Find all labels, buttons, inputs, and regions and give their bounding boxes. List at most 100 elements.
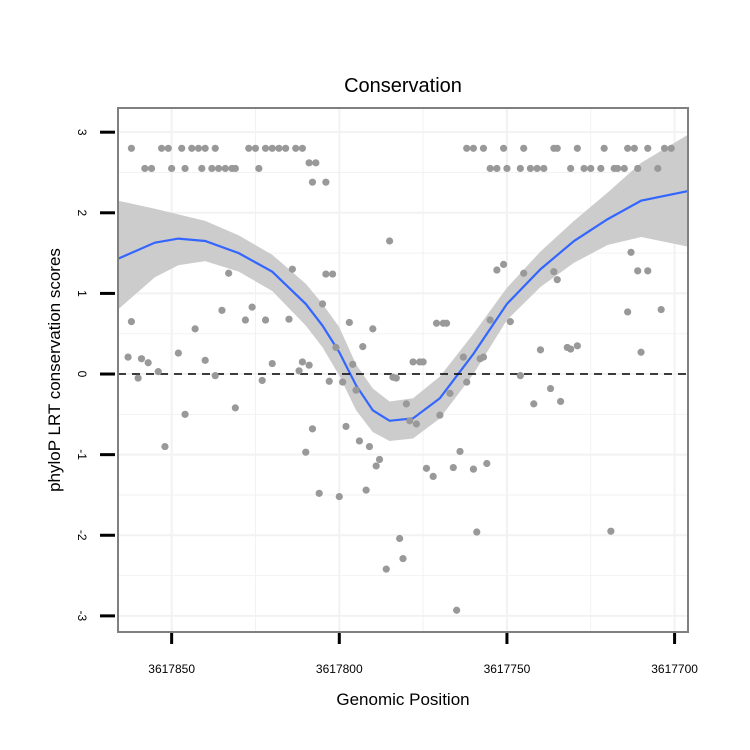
data-point-82 <box>288 265 296 273</box>
data-point-124 <box>442 319 451 327</box>
data-point-73 <box>218 306 226 314</box>
data-point-70 <box>191 325 199 333</box>
data-point-94 <box>335 492 343 501</box>
data-point-14 <box>214 164 223 173</box>
y-tick-label-2: -1 <box>75 449 89 460</box>
data-point-33 <box>479 144 488 152</box>
confidence-ribbon <box>118 134 688 441</box>
data-point-80 <box>268 359 276 368</box>
data-point-21 <box>261 144 270 152</box>
data-point-89 <box>318 300 327 308</box>
data-point-34 <box>486 164 494 173</box>
data-point-129 <box>459 353 467 361</box>
data-point-142 <box>530 400 538 408</box>
data-point-22 <box>268 144 276 152</box>
data-point-55 <box>630 144 638 152</box>
data-point-4 <box>164 144 172 152</box>
data-point-77 <box>248 303 256 311</box>
data-point-46 <box>573 144 581 152</box>
data-point-139 <box>506 318 514 326</box>
data-point-62 <box>127 318 136 326</box>
data-point-101 <box>359 343 367 351</box>
data-point-69 <box>181 410 189 418</box>
data-point-146 <box>553 276 561 284</box>
data-point-118 <box>419 358 427 366</box>
data-point-98 <box>349 360 357 368</box>
data-point-140 <box>516 372 524 380</box>
smooth-line-layer <box>117 189 689 422</box>
data-point-44 <box>553 144 561 152</box>
data-point-93 <box>332 343 340 352</box>
data-point-150 <box>573 342 581 350</box>
data-point-65 <box>144 359 152 367</box>
data-point-156 <box>644 267 652 275</box>
x-tick-label-2: 3617750 <box>484 662 531 676</box>
data-point-137 <box>493 266 501 274</box>
data-point-6 <box>178 144 186 152</box>
data-point-116 <box>412 420 421 428</box>
data-point-40 <box>526 164 535 173</box>
data-point-87 <box>308 425 317 433</box>
data-point-17 <box>231 164 239 173</box>
data-point-39 <box>520 144 528 152</box>
confidence-ribbon-layer <box>118 134 688 441</box>
data-point-113 <box>402 400 410 408</box>
data-point-127 <box>453 606 461 614</box>
data-point-75 <box>231 404 239 412</box>
data-point-125 <box>446 389 454 397</box>
data-point-60 <box>667 144 675 152</box>
data-point-108 <box>385 237 394 245</box>
data-point-88 <box>315 489 323 497</box>
data-point-48 <box>587 164 595 173</box>
data-point-114 <box>406 417 414 425</box>
data-point-35 <box>493 164 501 173</box>
data-point-84 <box>298 358 307 366</box>
data-point-122 <box>436 411 444 419</box>
data-point-91 <box>325 377 333 385</box>
data-point-138 <box>499 260 508 268</box>
data-point-141 <box>520 269 528 277</box>
data-point-50 <box>600 144 608 152</box>
x-tick-label-3: 3617700 <box>651 662 698 676</box>
data-point-37 <box>503 164 511 173</box>
data-point-9 <box>194 144 203 152</box>
data-point-56 <box>634 164 642 173</box>
data-point-32 <box>469 144 478 152</box>
y-tick-label-0: -3 <box>75 611 89 622</box>
data-point-153 <box>627 248 635 256</box>
panel-border <box>117 107 689 633</box>
data-point-83 <box>295 367 303 375</box>
data-point-119 <box>422 464 431 472</box>
data-point-97 <box>345 318 353 327</box>
data-point-130 <box>463 378 471 386</box>
data-point-10 <box>198 164 206 173</box>
data-point-67 <box>161 442 169 451</box>
data-point-145 <box>550 268 558 276</box>
data-point-126 <box>449 463 457 472</box>
data-point-72 <box>211 372 219 380</box>
data-point-68 <box>174 349 182 357</box>
data-point-13 <box>211 144 219 152</box>
data-point-155 <box>637 348 645 356</box>
data-point-131 <box>469 465 478 473</box>
data-point-30 <box>322 178 330 186</box>
data-point-111 <box>396 534 404 543</box>
data-point-147 <box>556 397 565 406</box>
data-point-28 <box>312 159 320 167</box>
data-point-27 <box>305 159 313 167</box>
data-point-76 <box>241 316 250 324</box>
data-point-134 <box>479 353 488 361</box>
data-point-29 <box>308 178 317 186</box>
y-tick-label-4: 1 <box>75 290 89 297</box>
data-point-11 <box>201 144 209 152</box>
data-point-105 <box>372 462 380 470</box>
data-point-47 <box>580 164 588 173</box>
data-point-121 <box>432 319 441 327</box>
data-point-8 <box>188 144 196 152</box>
data-point-96 <box>342 422 350 431</box>
data-point-12 <box>208 164 216 173</box>
data-point-45 <box>567 164 575 173</box>
data-point-42 <box>540 164 548 173</box>
data-point-57 <box>644 144 652 152</box>
